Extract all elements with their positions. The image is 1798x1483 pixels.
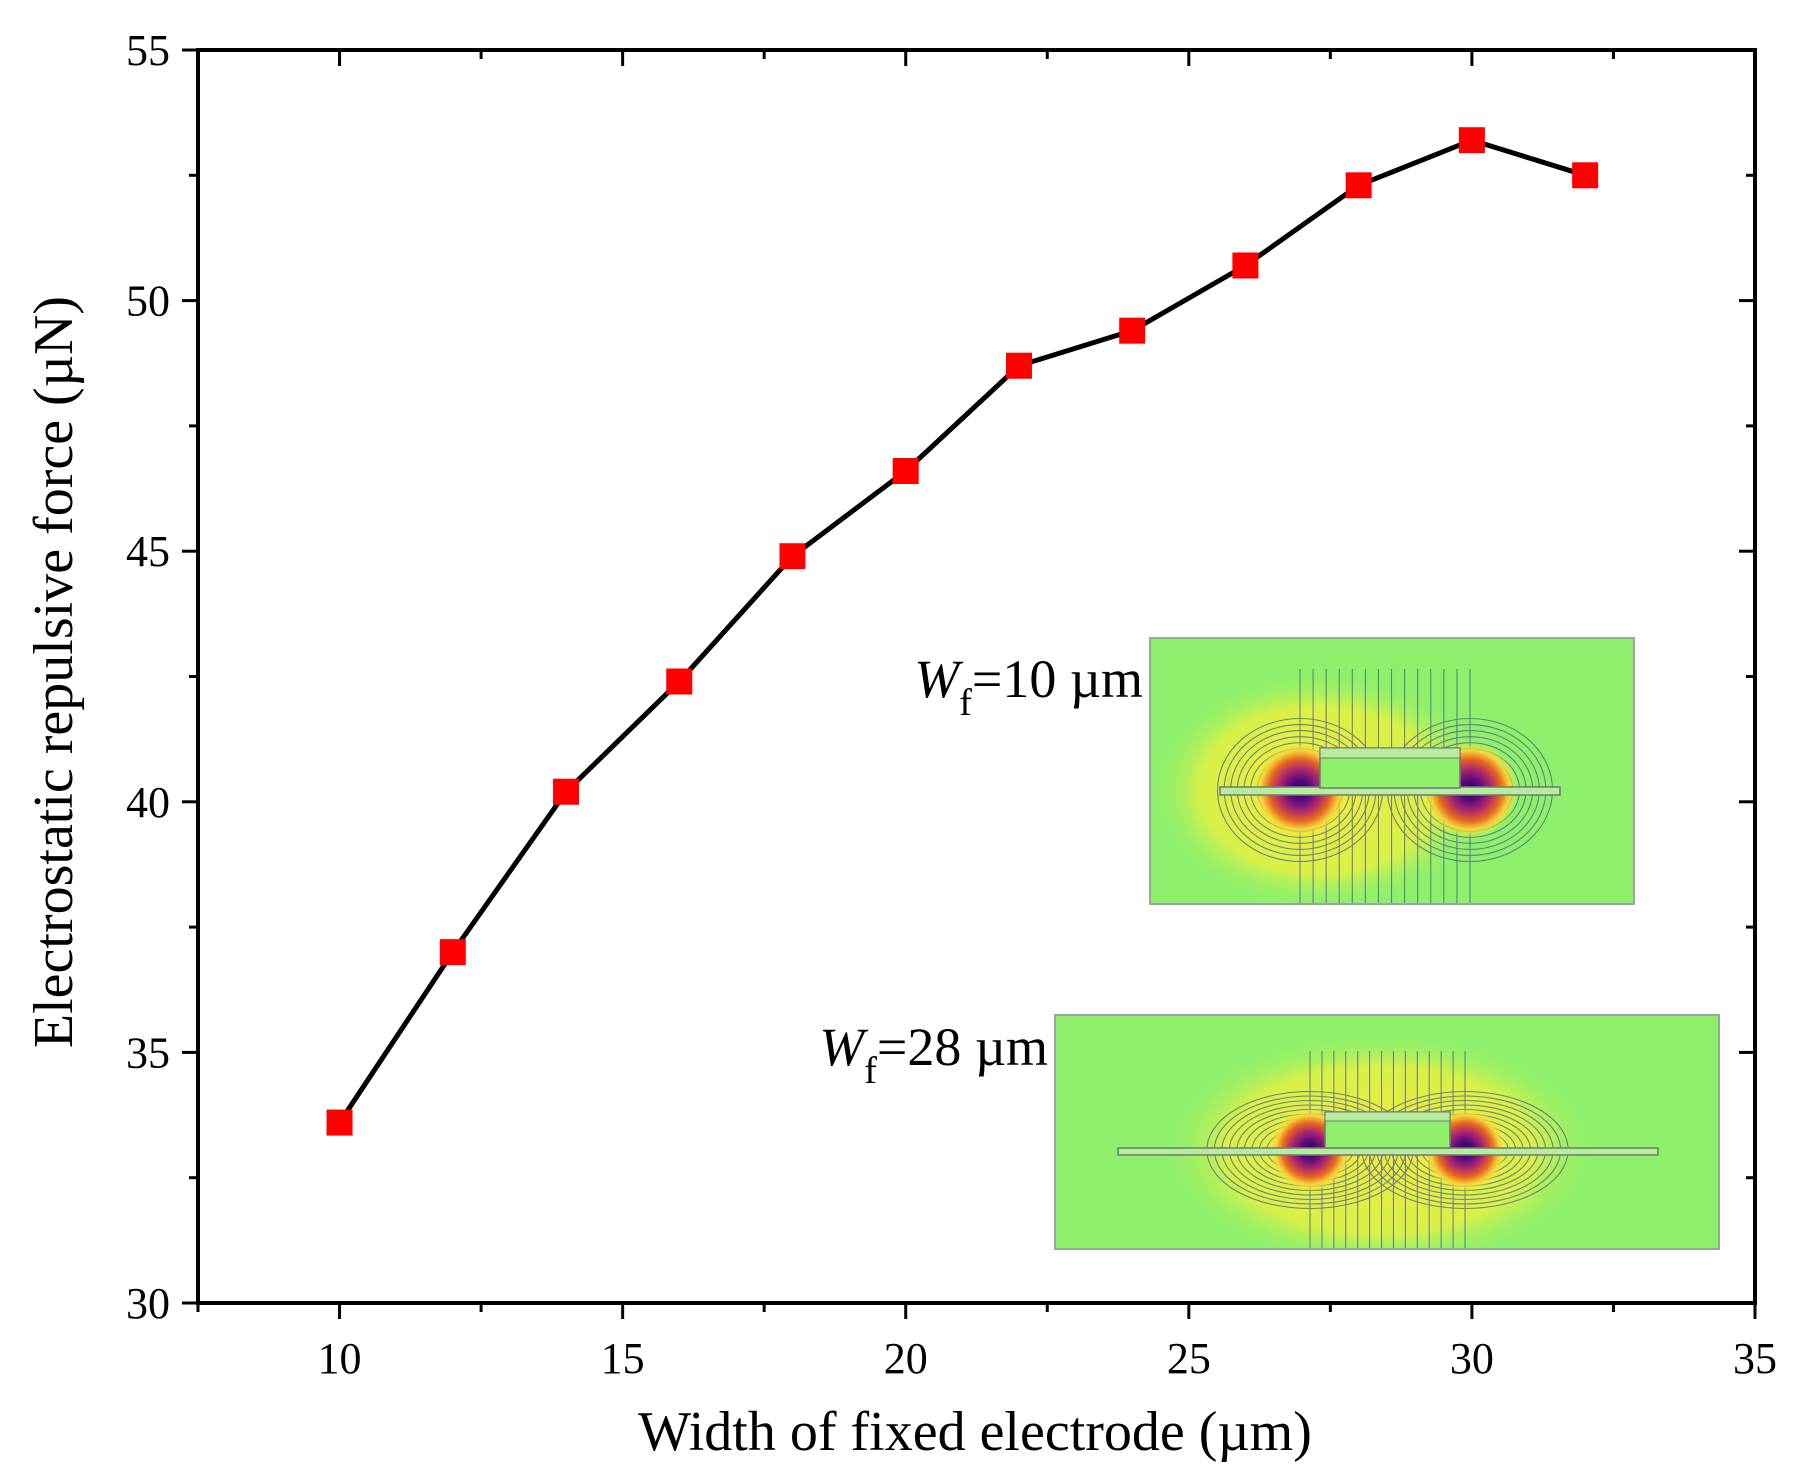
y-axis-title: Electrostatic repulsive force (µN) [23, 296, 85, 1048]
y-tick-label: 40 [126, 778, 170, 827]
inset-movable-top [1324, 1111, 1451, 1122]
inset-label-28um: Wf=28 µm [819, 1017, 1048, 1092]
tick-labels: 10 15 20 25 30 35 30 35 40 45 50 55 [126, 26, 1777, 1383]
data-point-marker [1232, 252, 1259, 279]
series-line [337, 137, 1586, 1124]
y-tick-label: 35 [126, 1028, 170, 1077]
data-point-marker [1005, 352, 1032, 379]
data-point-marker [779, 543, 806, 570]
x-tick-label: 35 [1733, 1334, 1777, 1383]
inset-frame [1054, 1014, 1720, 1250]
data-series [326, 127, 1599, 1136]
data-point-marker [1572, 162, 1599, 189]
inset-fixed-electrode [1117, 1147, 1659, 1156]
inset-movable-top [1319, 747, 1461, 759]
y-tick-label: 55 [126, 26, 170, 75]
plot-axes [182, 48, 1757, 1319]
data-point-marker [1119, 317, 1146, 344]
y-tick-label: 45 [126, 527, 170, 576]
x-tick-label: 15 [601, 1334, 645, 1383]
x-tick-label: 10 [318, 1334, 362, 1383]
y-tick-label: 50 [126, 277, 170, 326]
data-point-marker [1458, 127, 1485, 154]
inset-frame [1149, 637, 1635, 905]
data-point-marker [666, 668, 693, 695]
x-tick-label: 20 [884, 1334, 928, 1383]
x-axis-title: Width of fixed electrode (µm) [638, 1401, 1312, 1463]
inset-field-map-28um [1054, 1014, 1720, 1250]
inset-label-10um: Wf=10 µm [914, 649, 1143, 724]
data-point-marker [439, 939, 466, 966]
x-tick-label: 30 [1450, 1334, 1494, 1383]
data-point-marker [1345, 172, 1372, 199]
data-point-marker [892, 458, 919, 485]
x-tick-label: 25 [1167, 1334, 1211, 1383]
y-tick-label: 30 [126, 1279, 170, 1328]
inset-field-map-10um [1149, 637, 1635, 905]
data-point-marker [553, 778, 580, 805]
data-point-marker [326, 1109, 353, 1136]
